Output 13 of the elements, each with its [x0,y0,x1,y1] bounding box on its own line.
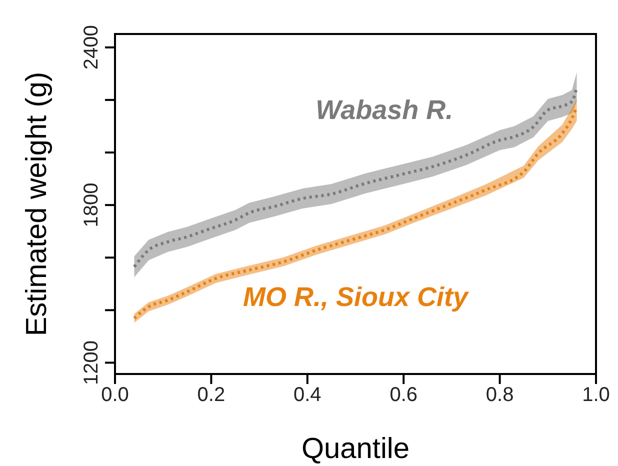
y-tick-label: 1800 [80,182,102,228]
series-label: Wabash R. [316,95,454,125]
series-label: MO R., Sioux City [242,282,470,312]
x-tick-label: 0.4 [293,384,322,406]
x-tick-label: 0.6 [390,384,418,406]
x-axis-title: Quantile [301,433,410,465]
y-tick-label: 2400 [80,25,102,70]
x-tick-label: 0.0 [101,384,129,406]
x-tick-label: 1.0 [582,384,610,406]
y-tick-label: 1200 [80,340,102,385]
x-tick-label: 0.8 [486,384,514,406]
y-axis-title: Estimated weight (g) [21,72,53,336]
x-tick-label: 0.2 [197,384,226,406]
